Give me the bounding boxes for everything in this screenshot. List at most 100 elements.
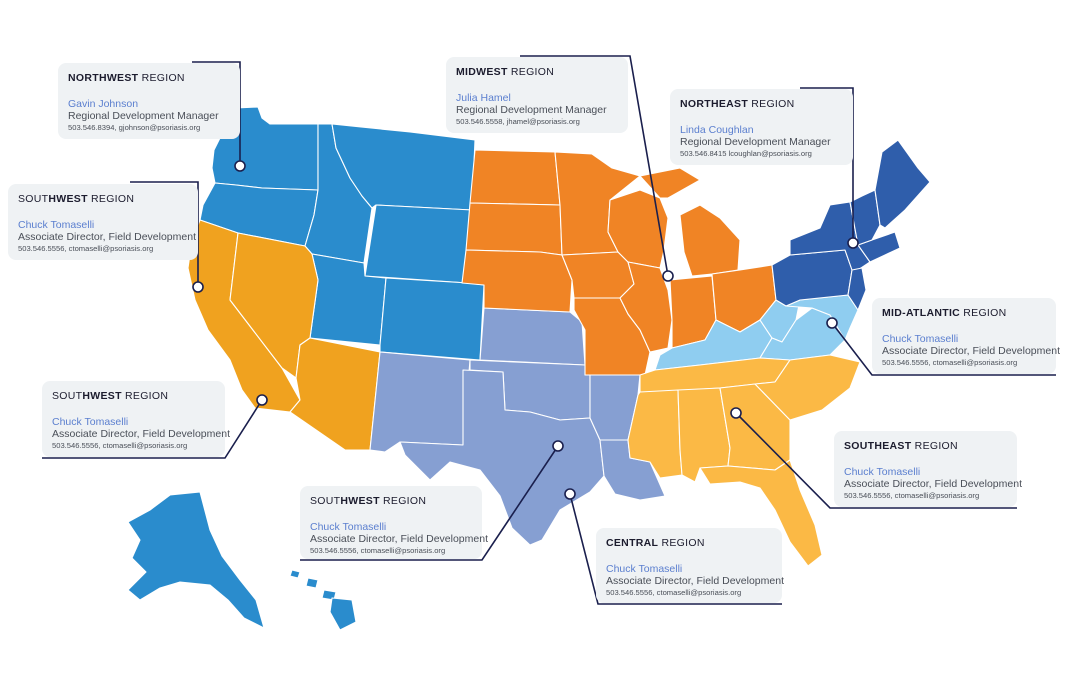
region-title-rest: REGION	[911, 440, 958, 452]
state-new-mexico	[369, 351, 471, 453]
state-new-jersey	[847, 267, 867, 311]
state-north-dakota	[469, 149, 561, 206]
contact-name[interactable]: Chuck Tomaselli	[52, 416, 129, 428]
leader-lines	[42, 55, 1056, 605]
leader-northeast	[800, 87, 854, 242]
state-montana	[331, 123, 476, 211]
state-maine	[874, 139, 931, 229]
region-title-bold: MID-ATLANTIC	[882, 307, 961, 319]
region-title-bold: NORTHEAST	[680, 98, 749, 110]
region-title: NORTHWEST REGION	[68, 72, 230, 84]
contact-details[interactable]: 503.546.5556, ctomaselli@psoriasis.org	[606, 588, 742, 597]
contact-name[interactable]: Chuck Tomaselli	[882, 333, 959, 345]
state-florida	[699, 459, 823, 567]
contact-role: Regional Development Manager	[68, 110, 219, 122]
region-title-rest: REGION	[87, 193, 135, 205]
region-title-bold: HWEST	[340, 495, 380, 507]
region-title: SOUTHWEST REGION	[310, 495, 472, 507]
region-title-pre: SOUT	[18, 193, 49, 205]
region-title-bold: NORTHWEST	[68, 72, 139, 84]
pin-southwest-2[interactable]	[256, 394, 268, 406]
contact-details[interactable]: 503.546.8394, gjohnson@psoriasis.org	[68, 123, 201, 132]
region-title: SOUTHWEST REGION	[52, 390, 215, 402]
state-arizona	[289, 337, 381, 451]
pin-southwest-1[interactable]	[192, 281, 204, 293]
state-iowa	[561, 251, 635, 299]
pin-southwest-3[interactable]	[552, 440, 564, 452]
contact-role: Associate Director, Field Development	[606, 575, 784, 587]
state-carolinas	[754, 354, 861, 421]
region-title-rest: REGION	[658, 537, 705, 549]
contact-details[interactable]: 503.546.5556, ctomaselli@psoriasis.org	[18, 244, 154, 253]
region-title: SOUTHWEST REGION	[18, 193, 188, 205]
region-title-rest: REGION	[748, 98, 795, 110]
contact-details[interactable]: 503.546.5556, ctomaselli@psoriasis.org	[882, 358, 1018, 367]
contact-details[interactable]: 503.546.5558, jhamel@psoriasis.org	[456, 117, 580, 126]
region-title-bold: CENTRAL	[606, 537, 659, 549]
leader-northwest	[192, 61, 241, 165]
contact-role: Associate Director, Field Development	[844, 478, 1022, 490]
contact-role: Associate Director, Field Development	[310, 533, 488, 545]
region-title: MID-ATLANTIC REGION	[882, 307, 1046, 319]
region-title-bold: MIDWEST	[456, 66, 508, 78]
contact-name[interactable]: Gavin Johnson	[68, 98, 139, 110]
region-title-rest: REGION	[507, 66, 555, 78]
northwest-region-states	[199, 106, 485, 361]
card-southwest-3: SOUTHWEST REGION Chuck Tomaselli Associa…	[300, 486, 488, 559]
contact-details[interactable]: 503.546.8415 lcoughlan@psoriasis.org	[680, 149, 812, 158]
contact-details[interactable]: 503.546.5556, ctomaselli@psoriasis.org	[310, 546, 446, 555]
mid-atlantic-region-states	[654, 294, 859, 371]
state-wisconsin	[607, 189, 669, 269]
region-title-bold: HWEST	[48, 193, 88, 205]
leader-midwest	[520, 55, 669, 277]
card-central: CENTRAL REGION Chuck Tomaselli Associate…	[596, 528, 784, 603]
region-title: MIDWEST REGION	[456, 66, 618, 78]
card-midwest: MIDWEST REGION Julia Hamel Regional Deve…	[446, 57, 628, 133]
state-texas	[399, 369, 605, 546]
pin-midwest[interactable]	[662, 270, 674, 282]
region-title: NORTHEAST REGION	[680, 98, 843, 110]
contact-details[interactable]: 503.546.5556, ctomaselli@psoriasis.org	[52, 441, 188, 450]
contact-role: Associate Director, Field Development	[52, 428, 230, 440]
pin-central[interactable]	[564, 488, 576, 500]
contact-name[interactable]: Chuck Tomaselli	[844, 466, 921, 478]
region-title: CENTRAL REGION	[606, 537, 772, 549]
card-northeast: NORTHEAST REGION Linda Coughlan Regional…	[670, 89, 853, 165]
region-title-rest: REGION	[960, 307, 1007, 319]
contact-role: Associate Director, Field Development	[882, 345, 1060, 357]
pin-southeast[interactable]	[730, 407, 742, 419]
contact-name[interactable]: Chuck Tomaselli	[606, 563, 683, 575]
pin-northeast[interactable]	[847, 237, 859, 249]
card-southeast: SOUTHEAST REGION Chuck Tomaselli Associa…	[834, 431, 1022, 507]
contact-name[interactable]: Chuck Tomaselli	[18, 219, 95, 231]
contact-name[interactable]: Chuck Tomaselli	[310, 521, 387, 533]
pin-mid-atlantic[interactable]	[826, 317, 838, 329]
card-southwest-1: SOUTHWEST REGION Chuck Tomaselli Associa…	[8, 184, 198, 260]
contact-details[interactable]: 503.546.5556, ctomaselli@psoriasis.org	[844, 491, 980, 500]
region-title-pre: SOUT	[52, 390, 83, 402]
alaska-hawaii	[127, 491, 357, 631]
leader-southwest-3	[300, 445, 559, 561]
contact-name[interactable]: Linda Coughlan	[680, 124, 754, 136]
card-southwest-2: SOUTHWEST REGION Chuck Tomaselli Associa…	[42, 381, 230, 457]
pin-northwest[interactable]	[234, 160, 246, 172]
region-title-bold: SOUTHEAST	[844, 440, 912, 452]
leader-mid-atlantic	[831, 322, 1056, 376]
region-pins	[192, 160, 859, 500]
contact-role: Associate Director, Field Development	[18, 231, 196, 243]
state-south-dakota	[465, 202, 563, 256]
card-northwest: NORTHWEST REGION Gavin Johnson Regional …	[58, 63, 240, 139]
state-alaska	[127, 491, 265, 629]
state-wyoming	[364, 204, 473, 284]
contact-name[interactable]: Julia Hamel	[456, 92, 511, 104]
southeast-region-states	[627, 354, 861, 567]
region-title-bold: HWEST	[82, 390, 122, 402]
southwest-region-states	[187, 219, 381, 451]
leader-southwest-2	[42, 399, 263, 459]
state-kansas	[479, 307, 586, 366]
contact-role: Regional Development Manager	[680, 136, 831, 148]
region-title-rest: REGION	[121, 390, 169, 402]
state-illinois	[619, 261, 673, 353]
state-hawaii-2	[305, 577, 319, 589]
